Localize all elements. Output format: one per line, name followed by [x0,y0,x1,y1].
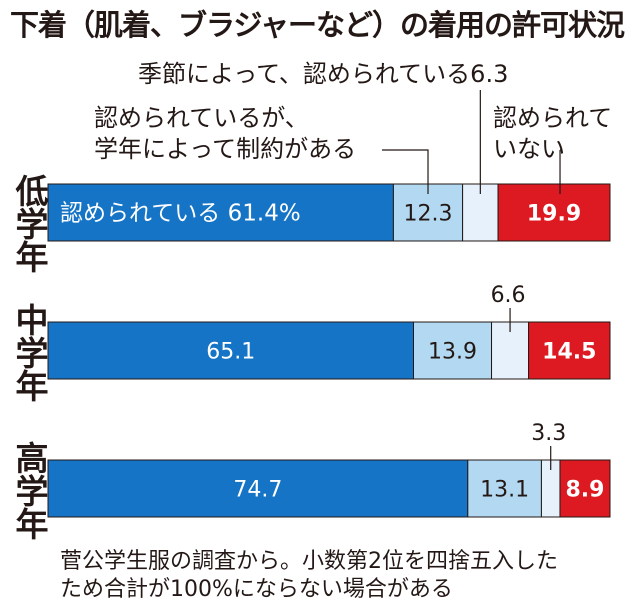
annotation-not-permitted-line2: いない [493,135,565,163]
grade-label-high: 高学年 [10,441,49,540]
grade-label-high-text: 高学年 [10,441,49,540]
bar-label-low-limited: 12.3 [404,202,453,227]
grade-label-low: 低学年 [10,174,49,273]
annotation-seasonal-label: 季節によって、認められている [138,60,471,88]
bar-label-middle-not-permitted: 14.5 [542,340,596,365]
footnote-line1: 菅公学生服の調査から。小数第2位を四捨五入した [60,549,558,574]
grade-label-middle-text: 中学年 [10,303,49,402]
bar-segment-low-permitted [47,183,394,242]
bar-segment-high-not-permitted [559,459,611,518]
annotation-not-permitted-line1: 認められて [493,104,613,132]
bar-label-middle-seasonal: 6.6 [491,283,526,308]
bar-segment-middle-not-permitted [528,321,611,380]
bar-segment-low-not-permitted [497,183,611,242]
annotation-seasonal: 季節によって、認められている6.3 [138,60,508,89]
bar-label-high-not-permitted: 8.9 [565,478,604,503]
bar-label-low-permitted: 認められている 61.4% [60,201,301,227]
annotation-seasonal-value: 6.3 [470,60,509,88]
bar-segment-middle-permitted [47,321,414,380]
bar-label-low-not-permitted: 19.9 [527,202,581,227]
chart-title: 下着（肌着、ブラジャーなど）の着用の許可状況 [10,8,625,42]
footnote-line2: ため合計が100%にならない場合がある [60,577,453,602]
bar-label-high-seasonal: 3.3 [531,421,566,446]
leader-line-low-limited [382,149,429,194]
grade-label-middle: 中学年 [10,303,49,402]
bar-label-high-limited: 13.1 [480,478,529,503]
bar-segment-high-permitted [47,459,469,518]
bar-label-high-permitted: 74.7 [233,478,282,503]
bar-segment-middle-limited [412,321,493,380]
grade-label-low-text: 低学年 [10,174,49,273]
bar-label-middle-permitted: 65.1 [206,340,255,365]
annotation-limited-line2: 学年によって制約がある [94,135,357,163]
bar-label-middle-limited: 13.9 [428,340,477,365]
annotation-limited-line1: 認められているが、 [94,104,309,132]
